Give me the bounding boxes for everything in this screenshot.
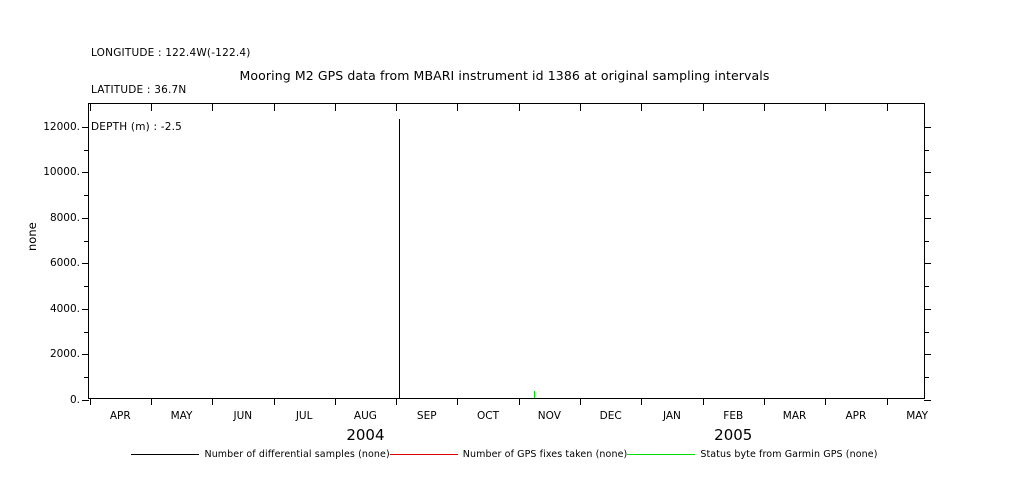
x-tick-label: SEP bbox=[416, 410, 437, 422]
x-tick-label: APR bbox=[109, 410, 131, 422]
x-tick-label: MAY bbox=[906, 410, 929, 422]
y-tick-major bbox=[82, 400, 89, 401]
depth-line: DEPTH (m) : -2.5 bbox=[91, 121, 183, 134]
x-tick-top bbox=[702, 104, 704, 111]
x-tick-bottom bbox=[580, 398, 581, 405]
x-tick-top bbox=[396, 104, 398, 111]
x-tick-label: MAR bbox=[782, 410, 807, 422]
y-tick-label: 10000. bbox=[43, 166, 80, 179]
x-tick-bottom bbox=[212, 398, 214, 405]
y-tick-minor-right bbox=[924, 377, 929, 379]
x-tick-top bbox=[825, 104, 827, 111]
plot-area: 0. 2000. 4000. 6000. 8000. 10000. 12000. APR MAY… bbox=[43, 103, 931, 444]
station-metadata: LONGITUDE : 122.4W(-122.4) LATITUDE : 36… bbox=[91, 22, 251, 146]
y-tick-major-right bbox=[924, 263, 931, 265]
chart-title: Mooring M2 GPS data from MBARI instrumen… bbox=[239, 68, 770, 83]
y-tick-major bbox=[82, 126, 89, 128]
plot-canvas bbox=[89, 104, 924, 398]
x-tick-bottom bbox=[641, 398, 643, 405]
legend-color-swatch bbox=[131, 454, 200, 455]
x-tick-top bbox=[580, 104, 581, 111]
y-tick-major bbox=[82, 172, 89, 174]
legend-label: Number of GPS fixes taken (none) bbox=[462, 449, 628, 460]
y-tick-minor-right bbox=[924, 149, 929, 151]
y-tick-label: 6000. bbox=[49, 257, 80, 270]
y-tick-minor-right bbox=[924, 195, 929, 197]
legend-label: Number of differential samples (none) bbox=[204, 449, 390, 460]
y-tick-minor-right bbox=[924, 286, 929, 288]
x-tick-bottom bbox=[825, 398, 827, 405]
legend-label: Status byte from Garmin GPS (none) bbox=[700, 449, 878, 460]
x-tick-bottom bbox=[89, 398, 91, 405]
x-tick-top bbox=[457, 104, 459, 111]
y-tick-label: 12000. bbox=[43, 120, 80, 133]
series-spike-0 bbox=[398, 118, 400, 398]
x-tick-bottom bbox=[457, 398, 459, 405]
y-tick-label: 0. bbox=[69, 394, 80, 406]
y-axis-title: none bbox=[25, 222, 39, 251]
y-tick-minor-right bbox=[924, 331, 929, 333]
x-tick-label: AUG bbox=[353, 410, 377, 422]
x-tick-top bbox=[212, 104, 214, 111]
y-tick-major-right bbox=[924, 126, 931, 128]
y-tick-minor bbox=[84, 377, 89, 379]
x-tick-top bbox=[273, 104, 275, 111]
legend-entry: Status byte from Garmin GPS (none) bbox=[627, 449, 877, 460]
x-axis-year-label: 2004 bbox=[346, 426, 385, 444]
x-tick-label: DEC bbox=[599, 410, 622, 422]
x-tick-bottom bbox=[150, 398, 152, 405]
y-tick-minor bbox=[84, 240, 89, 242]
x-tick-label: FEB bbox=[723, 410, 744, 422]
x-tick-top bbox=[334, 104, 336, 111]
y-tick-minor bbox=[84, 195, 89, 197]
x-tick-top bbox=[89, 104, 91, 111]
x-tick-top bbox=[641, 104, 643, 111]
x-tick-bottom bbox=[518, 398, 520, 405]
longitude-line: LONGITUDE : 122.4W(-122.4) bbox=[91, 46, 251, 59]
x-tick-bottom bbox=[396, 398, 398, 405]
x-tick-bottom bbox=[334, 398, 336, 405]
y-tick-minor bbox=[84, 331, 89, 333]
series-spike-2 bbox=[534, 391, 536, 398]
x-tick-top bbox=[763, 104, 765, 111]
y-tick-major-right bbox=[924, 217, 931, 219]
y-tick-major bbox=[82, 263, 89, 265]
legend-entry: Number of GPS fixes taken (none) bbox=[389, 449, 628, 460]
y-tick-major-right bbox=[924, 172, 931, 174]
y-tick-minor bbox=[84, 149, 89, 151]
legend-entry: Number of differential samples (none) bbox=[131, 449, 390, 460]
x-tick-bottom bbox=[763, 398, 765, 405]
latitude-line: LATITUDE : 36.7N bbox=[91, 84, 187, 97]
x-tick-bottom bbox=[886, 398, 888, 405]
x-tick-bottom bbox=[273, 398, 275, 405]
y-tick-major bbox=[82, 217, 89, 219]
y-tick-major bbox=[82, 354, 89, 356]
y-tick-minor-right bbox=[924, 240, 929, 242]
x-tick-label: JUN bbox=[233, 410, 253, 422]
x-tick-label: NOV bbox=[537, 410, 561, 422]
legend-color-swatch bbox=[389, 454, 458, 455]
x-tick-label: APR bbox=[845, 410, 867, 422]
y-tick-label: 4000. bbox=[49, 302, 80, 315]
y-tick-major-right bbox=[924, 308, 931, 310]
x-tick-top bbox=[518, 104, 520, 111]
x-tick-label: JAN bbox=[662, 410, 681, 422]
x-tick-label: JUL bbox=[295, 410, 313, 422]
y-tick-major bbox=[82, 308, 89, 310]
x-tick-top bbox=[886, 104, 888, 111]
legend-color-swatch bbox=[627, 454, 696, 455]
y-tick-major-right bbox=[924, 400, 931, 401]
x-tick-label: MAY bbox=[170, 410, 193, 422]
x-tick-label: OCT bbox=[477, 410, 500, 422]
x-tick-top bbox=[150, 104, 152, 111]
x-tick-bottom bbox=[702, 398, 704, 405]
chart-legend: Number of differential samples (none) Num… bbox=[0, 449, 1009, 460]
y-tick-label: 8000. bbox=[49, 211, 80, 224]
y-tick-minor bbox=[84, 286, 89, 288]
y-tick-label: 2000. bbox=[49, 348, 80, 361]
y-tick-major-right bbox=[924, 354, 931, 356]
x-axis-year-label: 2005 bbox=[714, 426, 753, 444]
